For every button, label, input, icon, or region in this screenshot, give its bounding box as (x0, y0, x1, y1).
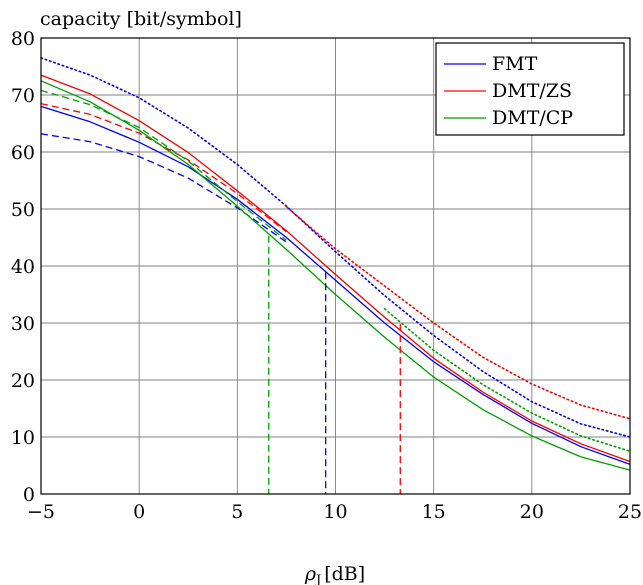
legend: FMT DMT/ZS DMT/CP (435, 42, 625, 136)
series-line (40, 57, 631, 438)
series-line (285, 205, 631, 420)
y-tick-label: 80 (11, 28, 35, 50)
y-tick-label: 10 (11, 427, 35, 449)
series-line (40, 80, 631, 471)
x-tick-label: 0 (133, 501, 145, 523)
series-line (40, 133, 287, 243)
x-tick-label: 10 (323, 501, 347, 523)
legend-label-dmt-zs: DMT/ZS (492, 80, 572, 102)
y-tick-label: 20 (11, 370, 35, 392)
x-tick-label: 20 (520, 501, 544, 523)
series-line (40, 89, 287, 241)
x-axis-label: ρJ [dB] (304, 563, 365, 585)
x-axis-unit: [dB] (324, 563, 365, 585)
series-lines (40, 57, 631, 471)
x-tick-label: 15 (422, 501, 446, 523)
legend-label-dmt-cp: DMT/CP (492, 107, 573, 129)
legend-box (435, 42, 625, 136)
series-line (40, 105, 631, 466)
y-tick-label: 0 (23, 484, 35, 506)
x-tick-label: −5 (27, 501, 55, 523)
x-axis-symbol: ρ (304, 563, 317, 585)
y-tick-label: 40 (11, 256, 35, 278)
y-tick-label: 70 (11, 85, 35, 107)
series-line (40, 74, 631, 463)
x-tick-label: 25 (618, 501, 642, 523)
y-axis-label: capacity [bit/symbol] (40, 8, 242, 30)
y-tick-label: 60 (11, 142, 35, 164)
x-axis-subscript: J (314, 573, 321, 585)
vertical-markers (268, 235, 401, 494)
x-tick-label: 5 (231, 501, 243, 523)
legend-label-fmt: FMT (492, 53, 538, 75)
plot-frame (40, 37, 631, 495)
series-line (383, 308, 631, 453)
y-tick-label: 30 (11, 313, 35, 335)
y-tick-label: 50 (11, 199, 35, 221)
